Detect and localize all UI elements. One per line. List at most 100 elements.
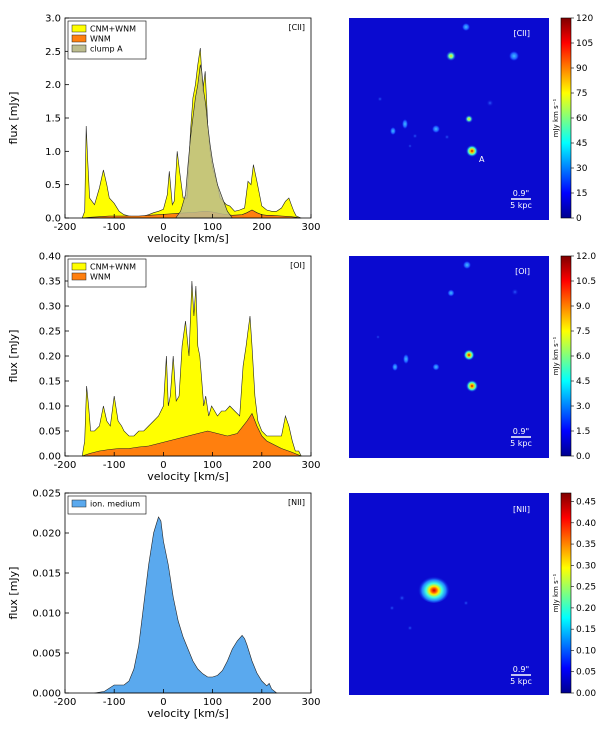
- x-tick-label: -100: [103, 222, 126, 233]
- plot-frame: [64, 492, 312, 694]
- emission-blob: [466, 380, 478, 392]
- colorbar-tick-label: 7.5: [576, 327, 590, 337]
- y-tick-label: 2.5: [45, 47, 61, 58]
- clump-a-blob: [466, 145, 478, 157]
- colorbar-tick-label: 60: [576, 114, 588, 124]
- legend-label: WNM: [90, 273, 111, 282]
- line-tag: [NII]: [288, 498, 305, 507]
- spectrum-panel-2: -200 -100 0 100 200 300 0.00 0.05 0.10 0.15 0.20 0.…: [7, 252, 321, 484]
- colorbar-3: 0.00 0.05 0.10 0.15 0.20 0.25 0.30 0.35 0.40 0.45…: [552, 492, 596, 699]
- map-oi: [OI] 0.9" 5 kpc: [349, 256, 549, 458]
- y-tick-label: 0.0: [45, 214, 61, 225]
- series-clump-a: [175, 64, 233, 219]
- emission-blob: [447, 289, 455, 297]
- x-tick-label: 200: [252, 222, 271, 233]
- colorbar-tick-label: 15: [576, 189, 587, 199]
- scalebar-distance: 5 kpc: [510, 439, 532, 448]
- colorbar-tick-label: 1.5: [576, 427, 590, 437]
- legend-label: CNM+WNM: [90, 25, 136, 34]
- y-tick-label: 0.05: [39, 427, 61, 438]
- emission-blob: [465, 115, 473, 123]
- line-tag: [CII]: [288, 23, 305, 32]
- legend: ion. medium: [67, 495, 147, 515]
- x-tick-label: 300: [301, 697, 320, 708]
- y-tick-label: 0.35: [39, 277, 61, 288]
- colorbar-tick-label: 0.30: [576, 561, 596, 571]
- colorbar-tick-label: 12.0: [576, 252, 596, 262]
- x-tick-label: 100: [203, 222, 222, 233]
- y-tick-label: 0.30: [39, 302, 61, 313]
- series-ion-medium: [94, 516, 278, 694]
- emission-blob: [402, 119, 408, 129]
- colorbar-tick-label: 0.05: [576, 668, 596, 678]
- colorbar-tick-label: 0.45: [576, 498, 596, 508]
- map-tag: [CII]: [513, 29, 530, 38]
- colorbar-tick-label: 45: [576, 139, 587, 149]
- colorbar-unit-label: mJy km s⁻¹: [552, 337, 560, 376]
- x-tick-label: 200: [252, 460, 271, 471]
- colorbar-tick-label: 0.40: [576, 519, 596, 529]
- y-tick-label: 0.20: [39, 352, 61, 363]
- map-tag: [NII]: [513, 505, 530, 514]
- x-tick-label: -200: [54, 460, 77, 471]
- x-tick-label: -200: [54, 697, 77, 708]
- legend-swatch: [71, 499, 87, 508]
- emission-blob: [399, 595, 405, 601]
- emission-blob: [432, 363, 440, 371]
- x-tick-label: 0: [160, 222, 166, 233]
- y-tick-label: 0.005: [32, 649, 61, 660]
- y-tick-label: 0.10: [39, 402, 61, 413]
- x-tick-label: 200: [252, 697, 271, 708]
- legend-box: [67, 495, 147, 515]
- legend-swatch: [71, 24, 87, 33]
- y-tick-label: 0.000: [32, 689, 61, 700]
- colorbar-tick-label: 120: [576, 14, 593, 24]
- colorbar-tick-label: 0.10: [576, 646, 596, 656]
- x-axis-label: velocity [km/s]: [147, 470, 229, 483]
- y-tick-label: 0.00: [39, 452, 61, 463]
- y-tick-label: 2.0: [45, 80, 61, 91]
- legend-label: WNM: [90, 35, 111, 44]
- x-tick-label: -100: [103, 460, 126, 471]
- colorbar-tick-label: 3.0: [576, 402, 591, 412]
- colorbar-unit-label: mJy km s⁻¹: [552, 574, 560, 613]
- scalebar-angle: 0.9": [513, 427, 529, 436]
- colorbar-gradient: [560, 17, 572, 219]
- emission-blob: [463, 600, 469, 606]
- y-tick-label: 0.25: [39, 327, 61, 338]
- map-cii: A [CII] 0.9" 5 kpc: [349, 18, 549, 220]
- colorbar-tick-label: 6.0: [576, 352, 591, 362]
- legend-swatch: [71, 262, 87, 271]
- series-wnm: [82, 412, 302, 457]
- colorbar-tick-label: 0.25: [576, 583, 596, 593]
- scalebar-distance: 5 kpc: [510, 677, 532, 686]
- colorbar-1: 0 15 30 45 60 75 90 105 120 mJy km s⁻¹: [552, 14, 593, 224]
- line-tag: [OI]: [290, 261, 305, 270]
- emission-blob: [403, 354, 409, 364]
- emission-blob: [511, 288, 519, 296]
- y-tick-label: 1.0: [45, 147, 61, 158]
- emission-blob: [377, 96, 383, 102]
- colorbar-tick-label: 30: [576, 164, 588, 174]
- colorbar-2: 0.0 1.5 3.0 4.5 6.0 7.5 9.0 10.5 12.0 mJy km s⁻¹: [552, 252, 596, 462]
- emission-blob: [463, 349, 475, 361]
- emission-blob: [407, 625, 413, 631]
- legend-label: clump A: [90, 45, 123, 54]
- x-tick-label: -100: [103, 697, 126, 708]
- colorbar-tick-label: 90: [576, 64, 588, 74]
- emission-blob: [462, 23, 470, 31]
- x-tick-label: 100: [203, 697, 222, 708]
- y-tick-label: 0.5: [45, 180, 61, 191]
- y-tick-label: 0.15: [39, 377, 61, 388]
- colorbar-unit-label: mJy km s⁻¹: [552, 99, 560, 138]
- spectrum-panel-1: -200 -100 0 100 200 300 0.0 0.5 1.0 1.5 2.0 2.5 3.0 v…: [7, 14, 321, 246]
- colorbar-gradient: [560, 255, 572, 457]
- emission-blob: [486, 99, 494, 107]
- x-tick-label: -200: [54, 222, 77, 233]
- colorbar-tick-label: 0: [576, 214, 582, 224]
- colorbar-tick-label: 0.20: [576, 604, 596, 614]
- x-tick-label: 0: [160, 460, 166, 471]
- colorbar-tick-label: 9.0: [576, 302, 591, 312]
